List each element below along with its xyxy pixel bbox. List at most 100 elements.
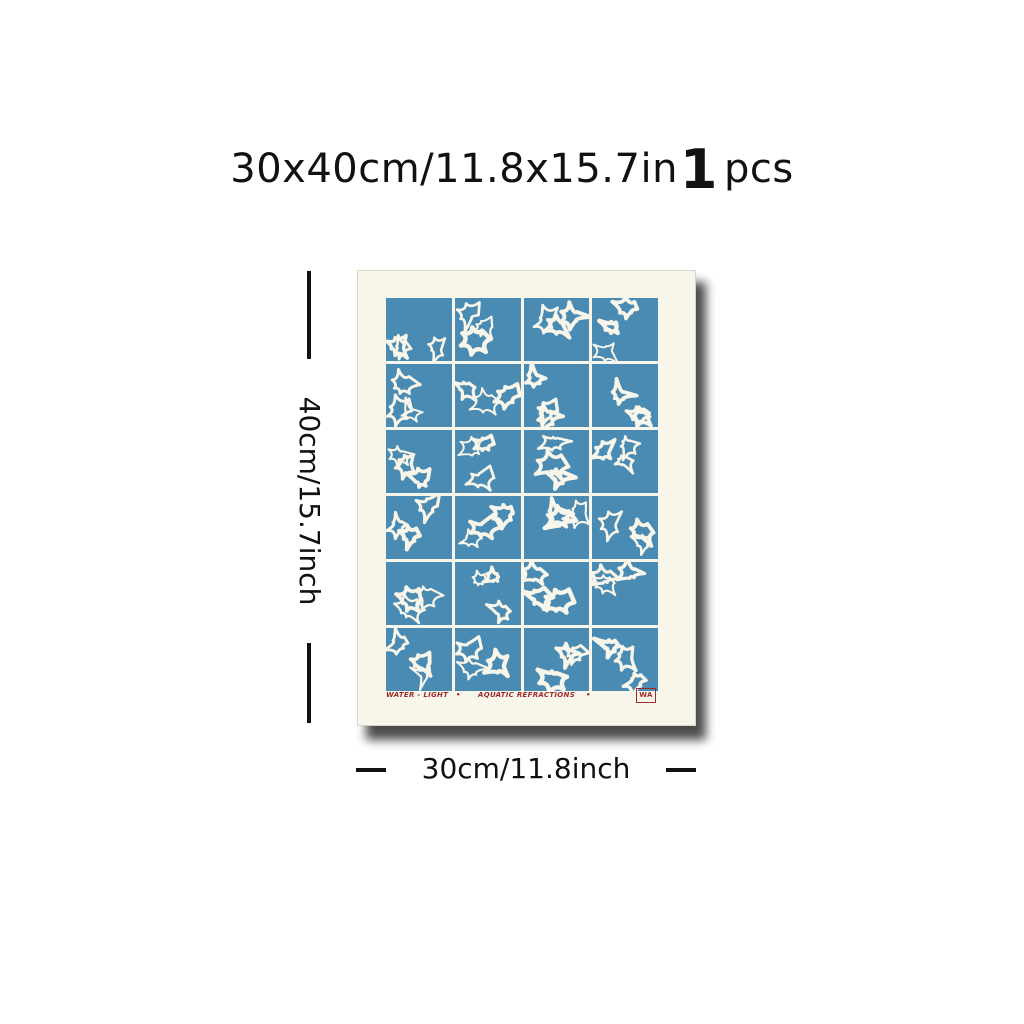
quantity-unit: pcs	[724, 146, 794, 192]
tile-wave-shape	[454, 635, 483, 664]
tile-wave-shape	[386, 333, 410, 360]
pattern-tile	[592, 496, 658, 559]
tile-wave-shape	[560, 499, 590, 530]
width-dimension-line-right	[666, 768, 696, 772]
tile-wave-shape	[597, 318, 621, 336]
tile-wave-shape	[630, 405, 654, 427]
caption-separator: •	[456, 691, 461, 699]
quantity-number: 1	[679, 138, 718, 201]
pattern-tile	[386, 298, 452, 361]
tile-wave-shape	[598, 510, 624, 543]
pattern-tile	[454, 562, 521, 625]
tile-wave-shape	[458, 325, 493, 357]
tile-wave-shape	[471, 569, 487, 587]
tile-wave-shape	[629, 533, 653, 556]
poster-caption: WATER - LIGHT • AQUATIC REFRACTIONS • WA	[386, 688, 658, 707]
width-dimension-label: 30cm/11.8inch	[421, 752, 631, 785]
pattern-tile	[386, 496, 452, 559]
pattern-tile	[454, 430, 521, 493]
tile-wave-shape	[455, 656, 490, 681]
pattern-tile	[454, 628, 521, 691]
tile-wave-shape	[592, 437, 617, 461]
tile-wave-shape	[394, 585, 423, 614]
tile-wave-shape	[481, 565, 500, 584]
tile-wave-shape	[592, 342, 619, 361]
tile-wave-shape	[386, 393, 414, 427]
tile-wave-shape	[390, 368, 422, 396]
tile-wave-shape	[523, 562, 549, 586]
brand-logo: WA	[636, 688, 656, 703]
tile-wave-shape	[492, 381, 521, 411]
pattern-tile	[523, 430, 590, 493]
tile-wave-shape	[563, 643, 590, 666]
tile-wave-shape	[613, 454, 635, 475]
tile-wave-shape	[541, 313, 571, 340]
tile-wave-shape	[544, 467, 578, 491]
tile-wave-shape	[592, 636, 622, 660]
tile-wave-shape	[454, 380, 478, 403]
tile-wave-shape	[592, 563, 621, 587]
tile-wave-shape	[536, 435, 573, 452]
tile-wave-shape	[403, 466, 432, 489]
tile-wave-shape	[523, 364, 548, 389]
tile-wave-shape	[455, 301, 481, 334]
tile-wave-shape	[457, 528, 483, 549]
pattern-tile	[454, 364, 521, 427]
product-size-headline: 30x40cm/11.8x15.7in1 pcs	[0, 138, 1024, 201]
tile-wave-shape	[610, 376, 639, 406]
width-dimension-line-left	[356, 768, 386, 772]
tile-wave-shape	[386, 628, 410, 656]
pattern-tile	[386, 430, 452, 493]
pattern-tile	[454, 298, 521, 361]
pattern-tile	[454, 496, 521, 559]
pattern-tile	[523, 496, 590, 559]
pattern-tile	[592, 364, 658, 427]
pattern-tile	[523, 562, 590, 625]
tile-wave-shape	[414, 585, 445, 613]
caption-title: AQUATIC REFRACTIONS	[478, 691, 576, 699]
tile-wave-shape	[592, 574, 617, 597]
tile-wave-shape	[610, 298, 640, 321]
tile-wave-shape	[523, 585, 555, 613]
tile-wave-shape	[613, 644, 638, 673]
tile-wave-shape	[558, 300, 590, 332]
tile-wave-shape	[387, 445, 416, 466]
tile-wave-shape	[427, 336, 447, 361]
tile-wave-shape	[408, 650, 433, 678]
tile-wave-shape	[468, 387, 501, 416]
tile-wave-shape	[621, 671, 649, 691]
tile-wave-shape	[400, 396, 424, 423]
pattern-tile	[386, 628, 452, 691]
tile-wave-shape	[533, 448, 570, 481]
height-dimension-label: 40cm/15.7inch	[293, 396, 326, 606]
tile-wave-shape	[386, 510, 410, 541]
pattern-tile	[386, 562, 452, 625]
tile-wave-shape	[619, 434, 642, 462]
tile-wave-shape	[615, 562, 647, 582]
caption-separator: •	[586, 691, 591, 699]
tile-wave-shape	[414, 496, 441, 525]
abstract-tile-grid	[386, 298, 658, 691]
pattern-tile	[592, 298, 658, 361]
tile-wave-shape	[484, 599, 512, 625]
pattern-tile	[592, 628, 658, 691]
pattern-tile	[523, 628, 590, 691]
size-text: 30x40cm/11.8x15.7in	[230, 146, 678, 192]
tile-wave-shape	[464, 464, 496, 492]
tile-wave-shape	[532, 303, 559, 335]
tile-wave-shape	[471, 433, 496, 453]
caption-series: WATER - LIGHT	[386, 691, 449, 699]
tile-wave-shape	[457, 435, 482, 457]
tile-wave-shape	[397, 525, 422, 552]
tile-wave-shape	[488, 502, 515, 531]
tile-wave-shape	[629, 517, 656, 548]
tile-wave-shape	[534, 667, 569, 691]
tile-wave-shape	[536, 397, 559, 427]
pattern-tile	[592, 562, 658, 625]
poster-print: WATER - LIGHT • AQUATIC REFRACTIONS • WA	[357, 270, 696, 726]
pattern-tile	[592, 430, 658, 493]
tile-wave-shape	[393, 453, 417, 481]
tile-wave-shape	[541, 503, 578, 531]
height-dimension-line-bottom	[307, 643, 311, 723]
height-dimension-line-top	[307, 271, 311, 359]
